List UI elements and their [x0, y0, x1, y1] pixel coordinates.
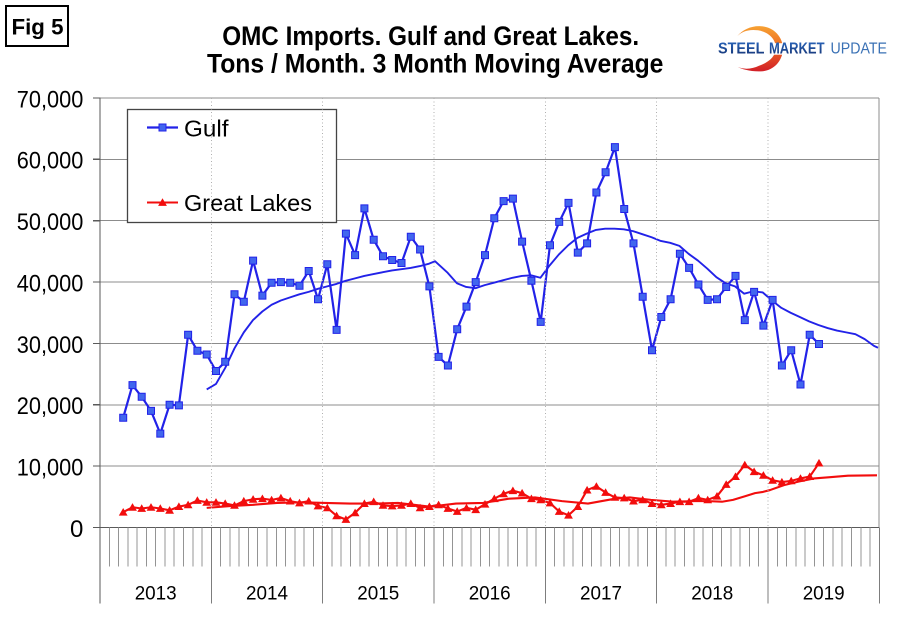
svg-text:Great Lakes: Great Lakes: [184, 190, 312, 216]
svg-text:20,000: 20,000: [17, 393, 84, 420]
svg-text:10,000: 10,000: [17, 455, 84, 482]
svg-text:30,000: 30,000: [17, 332, 84, 359]
svg-text:UPDATE: UPDATE: [831, 41, 888, 58]
svg-text:2016: 2016: [469, 583, 511, 605]
svg-text:OMC Imports. Gulf and Great La: OMC Imports. Gulf and Great Lakes.: [222, 21, 639, 51]
svg-text:MARKET: MARKET: [769, 41, 825, 58]
svg-text:Fig 5: Fig 5: [12, 14, 64, 39]
svg-text:2014: 2014: [246, 583, 288, 605]
svg-text:60,000: 60,000: [17, 148, 84, 175]
svg-text:50,000: 50,000: [17, 209, 84, 236]
svg-text:2018: 2018: [691, 583, 733, 605]
svg-text:0: 0: [70, 516, 83, 543]
svg-text:70,000: 70,000: [17, 86, 84, 113]
svg-text:Gulf: Gulf: [184, 115, 229, 141]
svg-text:Tons / Month. 3 Month Moving A: Tons / Month. 3 Month Moving Average: [207, 49, 664, 79]
svg-text:STEEL: STEEL: [718, 41, 765, 58]
svg-text:40,000: 40,000: [17, 271, 84, 298]
svg-text:2017: 2017: [580, 583, 622, 605]
svg-text:2013: 2013: [135, 583, 177, 605]
svg-text:2015: 2015: [357, 583, 399, 605]
svg-text:2019: 2019: [803, 583, 845, 605]
